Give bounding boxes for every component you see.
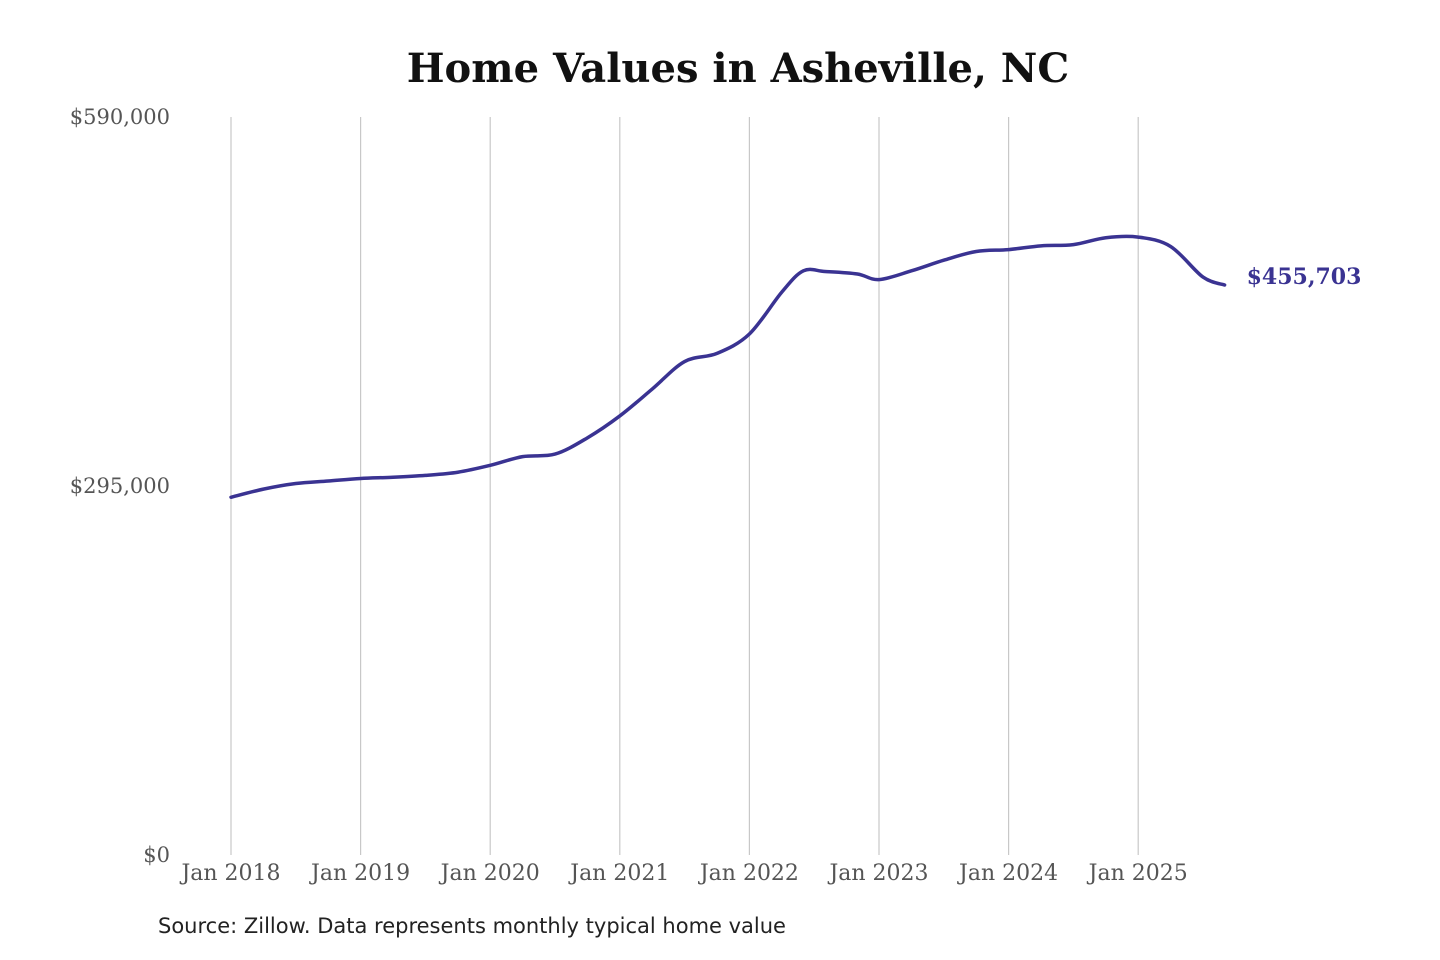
series-layer — [229, 234, 1227, 500]
y-tick-label: $590,000 — [70, 105, 170, 129]
series-line-0 — [229, 234, 1227, 500]
x-tick-label: Jan 2023 — [827, 861, 928, 886]
end-value-label: $455,703 — [1247, 264, 1362, 290]
x-tick-label: Jan 2021 — [568, 861, 669, 886]
x-tick-label: Jan 2024 — [957, 861, 1058, 886]
y-tick-label: $0 — [143, 843, 170, 867]
vertical-gridlines — [230, 117, 1139, 855]
annotation-layer: $455,703 — [1247, 264, 1362, 290]
chart-title: Home Values in Asheville, NC — [407, 45, 1069, 92]
x-tick-label: Jan 2022 — [698, 861, 799, 886]
x-tick-label: Jan 2025 — [1087, 861, 1188, 886]
y-tick-label: $295,000 — [70, 474, 170, 498]
x-axis: Jan 2018 Jan 2019 Jan 2020 Jan 2021 Jan 2022… — [179, 861, 1187, 886]
x-tick-label: Jan 2020 — [439, 861, 540, 886]
x-tick-label: Jan 2018 — [179, 861, 280, 886]
y-axis: $0 $295,000 $590,000 — [70, 105, 170, 867]
source-note: Source: Zillow. Data represents monthly … — [158, 914, 786, 938]
x-tick-label: Jan 2019 — [309, 861, 410, 886]
